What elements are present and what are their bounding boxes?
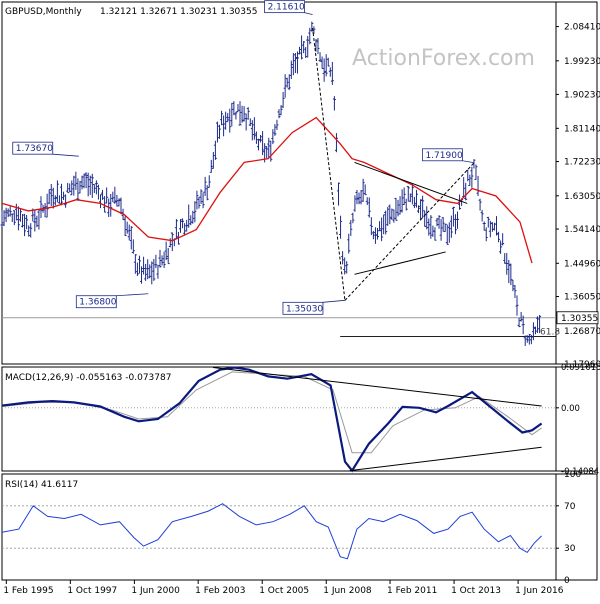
main-ytick-label: 1.26870 [564,327,600,337]
x-tick-label: 1 Jun 2000 [131,586,180,596]
price-annotation-box [422,148,463,162]
price-annotation-leader [322,299,345,303]
price-annotation-label: 1.35030 [286,304,323,314]
current-price-box [556,311,599,325]
ohlc-readout: 1.32121 1.32671 1.30231 1.30355 [100,7,257,17]
price-annotation-leader [304,12,313,16]
main-ytick-label: 1.72230 [564,158,600,168]
x-tick-label: 1 Feb 2003 [195,586,245,596]
price-annotation-box [264,0,305,14]
price-trendline [354,161,468,204]
macd-trendline [349,446,542,472]
pane-frame-macd [1,366,598,472]
main-ytick-label: 1.54140 [564,225,600,235]
price-trendline [344,162,475,301]
rsi-ytick-label: 30 [564,544,576,554]
price-annotation-box [12,141,54,155]
price-annotation-label: 2.11610 [268,3,305,13]
x-tick-label: 1 Feb 2011 [387,586,437,596]
macd-ytick-label: -0.140843 [561,467,600,477]
macd-title: MACD(12,26,9) -0.055163 -0.073787 [5,373,171,383]
macd-trendline [212,366,542,407]
main-ytick-label: 1.17960 [564,360,600,370]
price-annotation-leader [52,153,79,157]
x-tick-label: 1 Oct 2005 [259,586,309,596]
main-title: GBPUSD,Monthly [5,7,82,17]
price-trendline [354,251,446,275]
price-annotation-label: 1.71900 [425,151,462,161]
price-annotation-leader [462,160,475,164]
x-tick-label: 1 Oct 2013 [451,586,501,596]
main-ytick-label: 1.36050 [564,293,600,303]
main-ytick-label: 1.44960 [564,259,600,269]
rsi-ytick-label: 100 [564,470,581,480]
macd-ytick-label: 0.00 [561,404,580,414]
price-trendline [312,28,346,301]
macd-signal-line [1,371,542,454]
main-ytick-label: 1.99230 [564,57,600,67]
main-ytick-label: 1.81140 [564,124,600,134]
main-ytick-label: 1.63050 [564,192,600,202]
fib-level-label: 61.8 [540,327,560,337]
rsi-title: RSI(14) 41.6117 [5,480,78,490]
watermark: ActionForex.com [352,46,535,71]
price-annotation-leader [116,293,149,297]
current-price-label: 1.30355 [561,314,598,324]
main-ytick-label: 2.08410 [564,23,600,33]
main-ytick-label: 1.90230 [564,90,600,100]
moving-average-line [1,116,533,264]
x-tick-label: 1 Jun 2016 [515,586,564,596]
rsi-ytick-label: 70 [564,502,576,512]
price-annotation-box [282,301,324,315]
pane-frame-rsi [1,473,598,581]
rsi-ytick-label: 0 [564,576,570,586]
x-tick-label: 1 Jun 2008 [323,586,372,596]
macd-line [1,366,543,473]
macd-ytick-label: 0.091015 [561,363,600,373]
price-annotation-label: 1.36800 [79,298,116,308]
price-annotation-label: 1.73670 [16,144,53,154]
price-bars [0,21,542,346]
x-tick-label: 1 Oct 1997 [67,586,117,596]
x-tick-label: 1 Feb 1995 [3,586,53,596]
price-annotation-box [75,295,117,309]
rsi-line [1,503,542,560]
